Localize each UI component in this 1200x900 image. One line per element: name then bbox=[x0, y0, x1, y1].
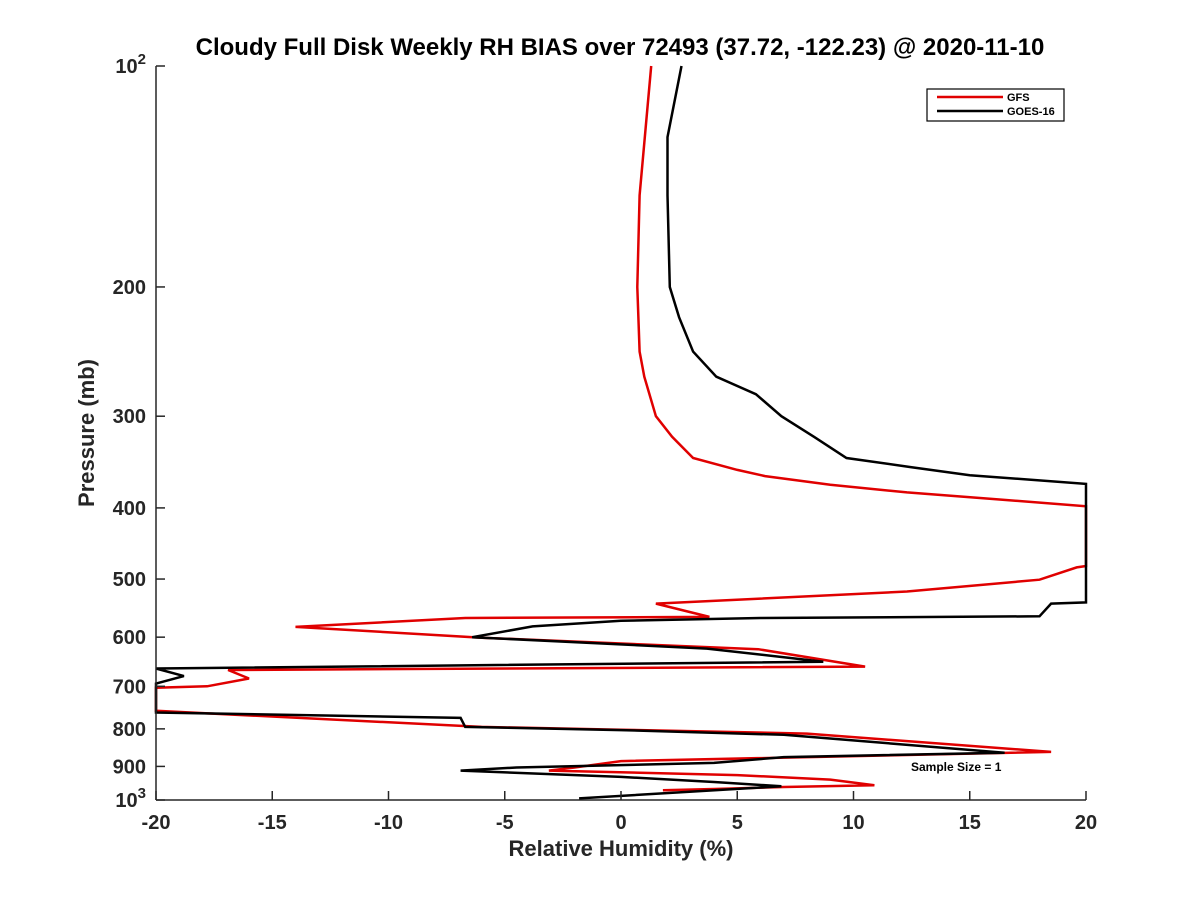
chart-title: Cloudy Full Disk Weekly RH BIAS over 724… bbox=[196, 34, 1045, 61]
y-tick-label: 500 bbox=[113, 569, 146, 591]
x-tick-label: -5 bbox=[496, 812, 514, 834]
y-tick-label: 700 bbox=[113, 676, 146, 698]
x-tick-label: 20 bbox=[1075, 812, 1097, 834]
y-tick-label: 102 bbox=[115, 51, 146, 78]
plot-background bbox=[156, 66, 1086, 800]
x-tick-label: 10 bbox=[842, 812, 864, 834]
x-axis-ticks: -20 -15 -10 -5 0 5 10 15 20 bbox=[142, 791, 1097, 834]
legend-box bbox=[926, 88, 1065, 122]
y-tick-label: 800 bbox=[113, 719, 146, 741]
x-tick-label: 5 bbox=[732, 812, 743, 834]
x-tick-label: -20 bbox=[142, 812, 171, 834]
y-axis-label: Pressure (mb) bbox=[74, 359, 99, 507]
x-axis-label: Relative Humidity (%) bbox=[509, 836, 734, 861]
x-tick-label: -15 bbox=[258, 812, 287, 834]
y-tick-label: 900 bbox=[113, 756, 146, 778]
series-line-goes16 bbox=[154, 65, 1088, 800]
series-line-gfs bbox=[154, 65, 1088, 792]
series-layer bbox=[154, 65, 1088, 800]
y-tick-label: 200 bbox=[113, 277, 146, 299]
sample-size-annotation: Sample Size = 1 bbox=[911, 760, 1002, 774]
x-tick-label: 0 bbox=[615, 812, 626, 834]
legend-label-gfs: GFS bbox=[1007, 92, 1030, 104]
y-tick-label: 600 bbox=[113, 627, 146, 649]
legend-label-goes16: GOES-16 bbox=[1007, 106, 1055, 118]
legend: GFS GOES-16 bbox=[926, 88, 1065, 122]
x-tick-label: 15 bbox=[959, 812, 981, 834]
x-tick-label: -10 bbox=[374, 812, 403, 834]
y-axis-ticks: 102 200 300 400 500 600 700 800 900 103 bbox=[113, 51, 165, 812]
y-tick-label: 103 bbox=[115, 785, 146, 812]
plot-area bbox=[154, 65, 1088, 801]
y-tick-label: 300 bbox=[113, 406, 146, 428]
y-tick-label: 400 bbox=[113, 498, 146, 520]
